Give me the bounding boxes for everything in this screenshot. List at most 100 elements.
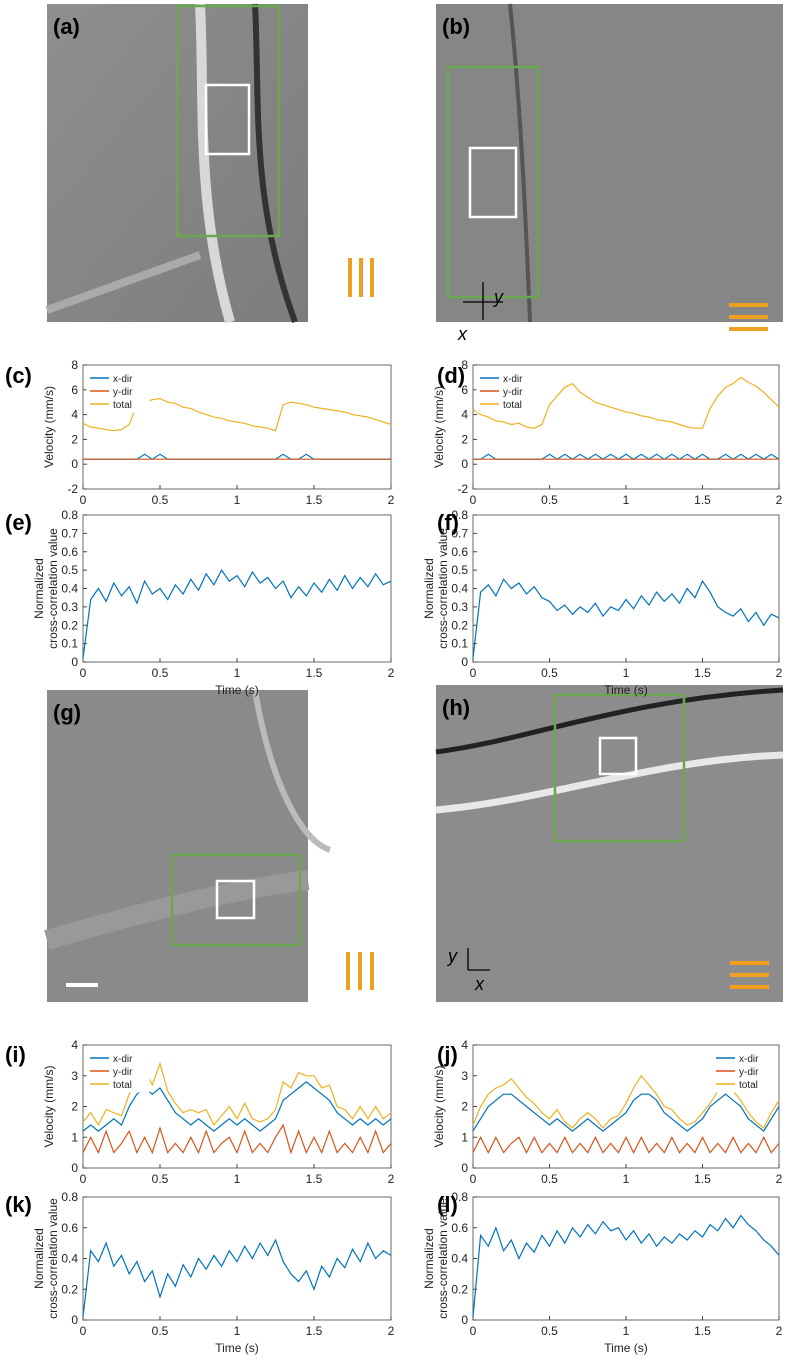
plot-area [472, 514, 780, 663]
y-tick-label: 3 [461, 1069, 468, 1083]
y-axis-label: Velocity (mm/s) [42, 1065, 56, 1147]
x-axis-label: Time (s) [215, 1341, 259, 1355]
panel-label: (f) [437, 510, 459, 535]
panel-label: (b) [442, 14, 470, 39]
y-tick-label: 0 [71, 655, 78, 669]
x-tick-label: 2 [388, 666, 395, 680]
y-tick-label: 0.2 [61, 1282, 78, 1296]
panel-label: (d) [437, 363, 465, 388]
y-tick-label: 0.4 [61, 582, 78, 596]
panel-label: (a) [53, 14, 80, 39]
image-g: (g) [44, 689, 374, 1002]
x-tick-label: 0 [80, 1324, 87, 1338]
chart: 0 0.5 1 1.5 2 0 1 2 3 4(j)Velocity (mm/s) x-dir y-d… [432, 1038, 783, 1186]
y-axis-label: Velocity (mm/s) [432, 1065, 446, 1147]
y-tick-label: 2 [71, 432, 78, 446]
legend-label: x-dir [113, 1054, 133, 1065]
axis-x: x [457, 324, 468, 344]
y-tick-label: 0.4 [61, 1252, 78, 1266]
y-axis-label: cross-correlation value [46, 528, 60, 649]
y-tick-label: 6 [461, 383, 468, 397]
y-tick-label: 0.4 [451, 582, 468, 596]
y-axis-label: Normalized [32, 558, 46, 619]
x-tick-label: 0 [470, 1324, 477, 1338]
x-tick-label: 1.5 [306, 493, 323, 507]
axis-y: y [492, 287, 504, 307]
x-tick-label: 1 [234, 1324, 241, 1338]
y-tick-label: -2 [67, 482, 78, 496]
y-tick-label: 0.7 [61, 526, 78, 540]
y-tick-label: 4 [461, 1038, 468, 1052]
panel-label: (l) [437, 1192, 458, 1217]
y-tick-label: 6 [71, 383, 78, 397]
y-tick-label: 0.1 [451, 637, 468, 651]
x-tick-label: 0.5 [152, 1172, 169, 1186]
x-tick-label: 0.5 [541, 493, 558, 507]
y-tick-label: 0.3 [451, 600, 468, 614]
axis-x: x [474, 974, 485, 994]
x-tick-label: 2 [776, 1172, 783, 1186]
x-tick-label: 1 [623, 493, 630, 507]
y-tick-label: 0.7 [451, 526, 468, 540]
y-tick-label: 0.4 [451, 1252, 468, 1266]
plot-area [82, 1196, 392, 1321]
x-tick-label: 0.5 [152, 1324, 169, 1338]
image-b: x y (b) [436, 3, 783, 344]
legend-label: y-dir [503, 387, 523, 398]
panel-label: (j) [437, 1042, 458, 1067]
y-tick-label: 0.3 [61, 600, 78, 614]
plot-area [82, 514, 392, 663]
x-tick-label: 1.5 [694, 493, 711, 507]
x-tick-label: 0.5 [541, 666, 558, 680]
y-axis-label: Normalized [422, 558, 436, 619]
y-tick-label: 1 [71, 1130, 78, 1144]
data-line [82, 1081, 392, 1132]
x-tick-label: 2 [776, 1324, 783, 1338]
legend-label: total [739, 1080, 758, 1091]
chart: 0 0.5 1 1.5 2 0 0.2 0.4 0.6 0.8 (k)Normalized cross… [5, 1190, 395, 1355]
y-axis-label: Velocity (mm/s) [42, 386, 56, 468]
y-tick-label: 0 [461, 655, 468, 669]
axis-y: y [446, 946, 458, 966]
legend-label: total [503, 400, 522, 411]
x-tick-label: 2 [388, 1324, 395, 1338]
x-axis-label: Time (s) [604, 1341, 648, 1355]
data-line [472, 376, 780, 429]
x-tick-label: 1 [234, 1172, 241, 1186]
plot-area [472, 1196, 780, 1321]
y-axis-label: Velocity (mm/s) [432, 386, 446, 468]
y-tick-label: 0.2 [451, 1282, 468, 1296]
legend-label: y-dir [739, 1067, 759, 1078]
y-tick-label: 2 [461, 1100, 468, 1114]
y-tick-label: 0 [71, 1313, 78, 1327]
x-tick-label: 0 [470, 493, 477, 507]
x-tick-label: 0 [80, 666, 87, 680]
y-tick-label: 2 [461, 432, 468, 446]
x-tick-label: 1.5 [694, 1324, 711, 1338]
y-tick-label: 0 [461, 1161, 468, 1175]
x-tick-label: 1 [623, 1324, 630, 1338]
data-line [82, 1123, 392, 1155]
legend-label: x-dir [503, 374, 523, 385]
legend-label: x-dir [739, 1054, 759, 1065]
x-tick-label: 1.5 [694, 666, 711, 680]
legend-label: x-dir [113, 374, 133, 385]
panel-label: (h) [442, 695, 470, 720]
x-tick-label: 0.5 [152, 666, 169, 680]
y-tick-label: 4 [71, 408, 78, 422]
y-tick-label: 4 [71, 1038, 78, 1052]
y-tick-label: 0.1 [61, 637, 78, 651]
y-tick-label: -2 [457, 482, 468, 496]
chart: 0 0.5 1 1.5 2 0 1 2 3 4 (i) Velocity (mm/s) x-dir y-d… [5, 1038, 395, 1186]
x-tick-label: 1 [623, 1172, 630, 1186]
x-tick-label: 1 [234, 493, 241, 507]
chart: 0 0.5 1 1.5 2 0 0.1 0.2 0.3 0.4 0.5 0.6 0.7 0.8(f) Nor… [422, 508, 783, 697]
x-tick-label: 1.5 [306, 1324, 323, 1338]
x-tick-label: 1.5 [306, 666, 323, 680]
y-tick-label: 8 [71, 358, 78, 372]
x-tick-label: 0 [470, 1172, 477, 1186]
y-tick-label: 0 [71, 457, 78, 471]
y-tick-label: 0.8 [61, 1190, 78, 1204]
